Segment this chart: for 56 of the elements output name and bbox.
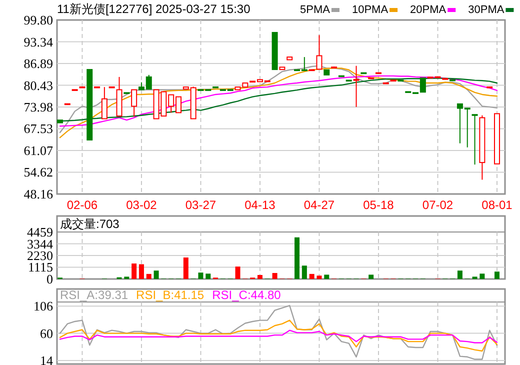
y-tick-label: 61.07	[24, 143, 54, 158]
bar	[257, 274, 262, 279]
bar	[457, 270, 462, 279]
y-tick-label: 14	[40, 352, 54, 365]
y-tick-label: 99.80	[24, 12, 53, 28]
legend-label: 30PMA	[468, 4, 505, 16]
bar	[272, 272, 278, 279]
legend-label: 20PMA	[410, 4, 447, 16]
y-tick-label: 106	[34, 298, 54, 314]
y-tick-label: 60	[40, 326, 53, 341]
text: RSI_B:41.15	[136, 288, 204, 302]
candlestick	[472, 114, 478, 166]
bar	[146, 274, 152, 279]
x-tick-label: 03-27	[185, 198, 216, 212]
y-tick-label: 54.62	[24, 164, 53, 180]
bar	[494, 272, 500, 279]
candlestick	[131, 89, 138, 118]
line-series	[59, 330, 498, 344]
y-tick-label: 67.53	[24, 121, 53, 136]
bar	[132, 264, 137, 279]
bar	[309, 274, 314, 279]
x-tick-label: 04-27	[304, 198, 335, 212]
chart-title: 成交量:703	[60, 217, 120, 231]
line-series	[59, 304, 498, 360]
x-tick-label: 08-01	[482, 198, 513, 212]
line-series	[59, 320, 498, 352]
legend-label: 10PMA	[352, 4, 389, 16]
bar	[294, 237, 300, 279]
bar	[324, 274, 330, 279]
candlestick	[101, 86, 108, 120]
y-tick-label: 73.98	[24, 100, 53, 114]
x-tick-label: 04-13	[244, 198, 276, 212]
candlestick	[316, 34, 322, 70]
y-tick-label: 86.89	[24, 56, 53, 71]
bar	[316, 276, 322, 279]
bar	[235, 266, 240, 279]
bar	[368, 274, 374, 279]
legend-label: 5PMA	[300, 4, 331, 16]
bar	[138, 264, 144, 279]
bar	[206, 274, 211, 279]
y-tick-label: 93.34	[24, 34, 54, 50]
bar	[183, 257, 188, 279]
bar	[480, 274, 485, 279]
x-tick-label: 07-02	[422, 198, 454, 212]
y-tick-label: 48.16	[24, 186, 54, 202]
text: RSI_C:44.80	[212, 288, 282, 302]
bar	[198, 272, 204, 279]
series-label: RSI_A:39.31	[60, 288, 128, 302]
x-tick-label: 02-06	[66, 198, 98, 212]
y-tick-label: 80.43	[24, 78, 53, 93]
x-tick-label: 03-02	[126, 198, 158, 212]
bar	[154, 270, 159, 279]
candlestick	[353, 65, 360, 108]
bar	[302, 266, 307, 279]
x-tick-label: 05-18	[363, 198, 394, 212]
chart-title: 11新光债[122776] 2025-03-27 15:30	[57, 2, 251, 16]
